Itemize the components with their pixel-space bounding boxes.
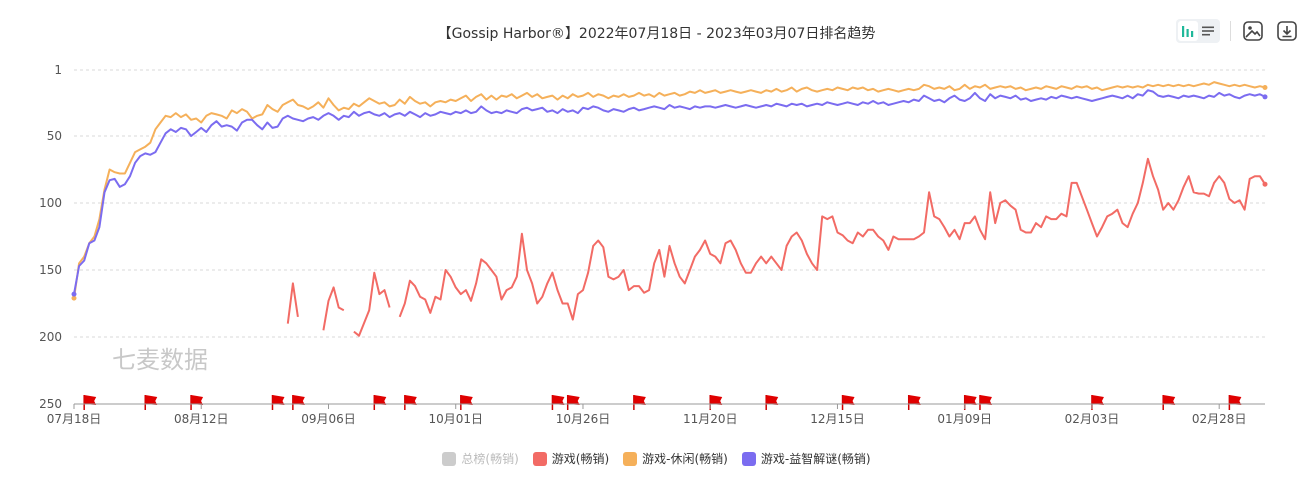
chart-toolbar xyxy=(1176,19,1299,43)
legend-label: 游戏-休闲(畅销) xyxy=(642,452,728,466)
event-flag-icon[interactable] xyxy=(271,395,285,410)
series-line-2[interactable] xyxy=(73,81,1266,299)
legend-item-2[interactable]: 游戏-休闲(畅销) xyxy=(623,450,728,467)
y-tick-label: 150 xyxy=(39,263,62,277)
x-tick-label: 12月15日 xyxy=(810,412,865,426)
y-tick-label: 250 xyxy=(39,397,62,411)
x-tick-label: 11月20日 xyxy=(683,412,738,426)
event-flag-icon[interactable] xyxy=(1091,395,1104,410)
event-flag-icon[interactable] xyxy=(709,395,723,410)
legend-swatch xyxy=(442,451,457,466)
legend-item-0[interactable]: 总榜(畅销) xyxy=(442,450,519,467)
series-end-point xyxy=(1262,85,1268,90)
image-icon[interactable] xyxy=(1241,19,1265,43)
legend-label: 总榜(畅销) xyxy=(461,452,519,466)
event-flag-icon[interactable] xyxy=(460,395,473,410)
event-flag-icon[interactable] xyxy=(566,395,580,410)
series-start-point xyxy=(71,295,77,301)
y-tick-label: 200 xyxy=(39,330,62,344)
y-tick-label: 100 xyxy=(39,196,62,210)
x-tick-label: 09月06日 xyxy=(301,412,356,426)
series-start-point xyxy=(71,291,77,297)
event-flag-icon[interactable] xyxy=(1228,395,1242,410)
event-flag-icon[interactable] xyxy=(292,395,305,410)
series-line-3[interactable] xyxy=(73,89,1266,295)
view-toggle xyxy=(1176,19,1220,43)
x-tick-label: 10月01日 xyxy=(428,412,483,426)
x-tick-label: 02月03日 xyxy=(1065,412,1120,426)
y-tick-label: 1 xyxy=(54,63,62,77)
x-tick-label: 02月28日 xyxy=(1192,412,1247,426)
x-tick-label: 07月18日 xyxy=(47,412,102,426)
event-flag-icon[interactable] xyxy=(633,395,646,410)
event-flag-icon[interactable] xyxy=(83,395,97,410)
series-end-point xyxy=(1262,94,1268,100)
x-tick-label: 08月12日 xyxy=(174,412,229,426)
chart-title: 【Gossip Harbor®】2022年07月18日 - 2023年03月07… xyxy=(437,26,876,42)
legend-item-1[interactable]: 游戏(畅销) xyxy=(532,450,610,467)
series-end-point xyxy=(1262,181,1268,187)
event-flag-icon[interactable] xyxy=(907,395,921,410)
y-tick-label: 50 xyxy=(47,129,62,143)
toolbar-divider xyxy=(1230,21,1231,41)
event-flag-icon[interactable] xyxy=(404,395,417,410)
series-line-1[interactable] xyxy=(286,157,1266,337)
event-flag-icon[interactable] xyxy=(1162,395,1176,410)
legend-label: 游戏(畅销) xyxy=(551,452,610,466)
event-flag-icon[interactable] xyxy=(373,395,387,410)
legend-swatch xyxy=(741,451,756,466)
legend-swatch xyxy=(623,451,638,466)
legend-item-3[interactable]: 游戏-益智解谜(畅销) xyxy=(741,450,871,467)
x-tick-label: 01月09日 xyxy=(937,412,992,426)
event-flag-icon[interactable] xyxy=(963,395,977,410)
download-icon[interactable] xyxy=(1275,19,1299,43)
bar-chart-icon[interactable] xyxy=(1178,21,1198,41)
legend-swatch xyxy=(532,451,547,466)
event-flag-icon[interactable] xyxy=(144,395,158,410)
event-flag-icon[interactable] xyxy=(551,395,565,410)
event-flag-icon[interactable] xyxy=(190,395,204,410)
list-icon[interactable] xyxy=(1198,21,1218,41)
chart-legend: 总榜(畅销) 游戏(畅销) 游戏-休闲(畅销) 游戏-益智解谜(畅销) xyxy=(0,450,1313,467)
event-flag-icon[interactable] xyxy=(765,395,779,410)
event-flag-icon[interactable] xyxy=(841,395,855,410)
legend-label: 游戏-益智解谜(畅销) xyxy=(760,452,871,466)
x-tick-label: 10月26日 xyxy=(556,412,611,426)
watermark: 七麦数据 xyxy=(112,346,208,374)
event-flag-icon[interactable] xyxy=(979,395,992,410)
